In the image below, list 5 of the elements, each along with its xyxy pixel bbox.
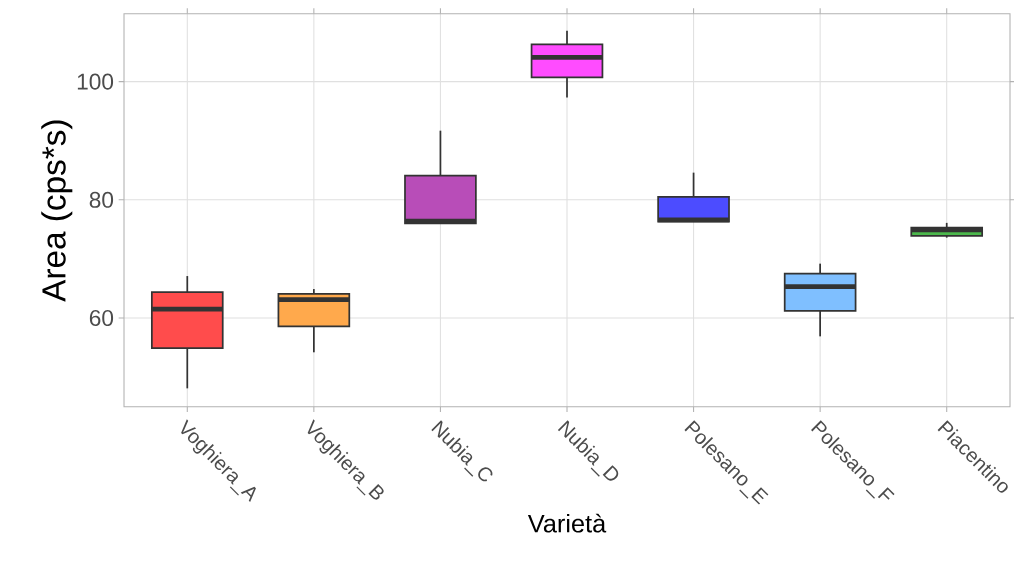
y-tick-label: 60 (89, 309, 114, 327)
y-axis-title: Area (cps*s) (41, 120, 73, 302)
y-tick-label: 80 (89, 191, 114, 208)
y-tick-label: 100 (77, 73, 114, 90)
x-axis-title: Varietà (527, 513, 607, 533)
